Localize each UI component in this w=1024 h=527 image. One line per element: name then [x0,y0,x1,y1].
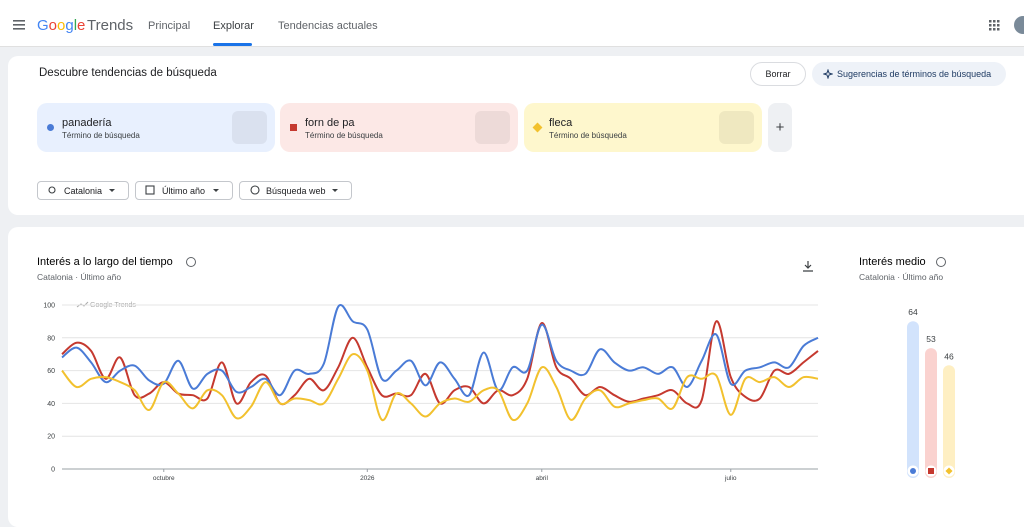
bar [943,365,955,478]
chart-card [8,227,1024,527]
bar [907,321,919,478]
nav-link[interactable]: Tendencias actuales [278,20,378,32]
term-name: fleca [549,117,573,129]
logo-letter: G [37,17,49,34]
y-tick-label: 80 [47,335,55,342]
bar-value-label: 53 [926,334,936,344]
term-subtitle: Término de búsqueda [549,131,627,140]
chart-title: Interés medio [859,256,926,268]
bar-value-label: 64 [908,307,918,317]
logo-trends[interactable]: Trends [87,17,134,34]
y-tick-label: 0 [51,467,55,474]
logo-letter: o [48,17,58,34]
info-icon[interactable] [936,257,946,267]
y-tick-label: 20 [47,434,55,441]
y-tick-label: 100 [43,303,55,310]
term-marker [47,124,54,131]
nav-underline [213,43,252,46]
term-search-icon[interactable] [719,111,754,144]
logo-letter: e [77,17,86,34]
bar-marker [928,468,934,474]
term-chip[interactable]: panadería Término de búsqueda [37,103,275,152]
clear-button[interactable]: Borrar [750,62,806,86]
logo-letter: g [65,17,74,34]
search-title: Descubre tendencias de búsqueda [39,67,217,79]
bar [925,348,937,478]
term-subtitle: Término de búsqueda [62,131,140,140]
y-tick-label: 60 [47,368,55,375]
apps-icon[interactable] [989,20,1000,31]
term-marker [290,124,297,131]
term-search-icon[interactable] [232,111,267,144]
header: Google Trends Principal Explorar Tendenc… [0,0,1024,47]
download-icon[interactable] [803,261,813,272]
bar-marker [945,467,953,475]
bar-marker [910,468,916,474]
term-chip[interactable]: forn de pa Término de búsqueda [280,103,518,152]
menu-icon[interactable] [13,20,25,30]
add-term-button[interactable]: + [768,103,792,152]
line-series [61,304,819,397]
term-search-icon[interactable] [475,111,510,144]
x-tick-label: 2026 [360,475,375,482]
x-tick-label: octubre [153,475,175,482]
chart-subtitle: Catalonia · Último año [859,272,943,282]
term-name: forn de pa [305,117,355,129]
logo-letter: o [57,17,66,34]
nav-link[interactable]: Principal [148,20,191,32]
filter-location[interactable]: Catalonia [37,181,129,200]
filter-time[interactable]: Último año [135,181,233,200]
avatar[interactable] [1014,16,1024,34]
x-tick-label: abril [536,475,549,482]
logo-letter: l [73,17,78,34]
nav-link[interactable]: Explorar [213,20,254,32]
filter-icons [48,185,260,195]
filter-property[interactable]: Búsqueda web [239,181,352,200]
line-series [61,353,819,422]
suggest-icon [823,69,833,79]
logo-google[interactable]: Google [37,17,85,34]
y-tick-label: 40 [47,401,55,408]
chart-subtitle: Catalonia · Último año [37,272,121,282]
term-chip[interactable]: fleca Término de búsqueda [524,103,762,152]
term-subtitle: Término de búsqueda [305,131,383,140]
suggest-button[interactable]: Sugerencias de términos de búsqueda [812,62,1006,86]
bar-value-label: 46 [944,351,954,361]
x-tick-label: julio [724,475,737,482]
term-name: panadería [62,117,112,129]
info-icon[interactable] [186,257,196,267]
charts: Interés a lo largo del tiempo Catalonia ·… [37,185,955,482]
chart-title: Interés a lo largo del tiempo [37,256,173,268]
dropdown-arrows [109,189,338,192]
